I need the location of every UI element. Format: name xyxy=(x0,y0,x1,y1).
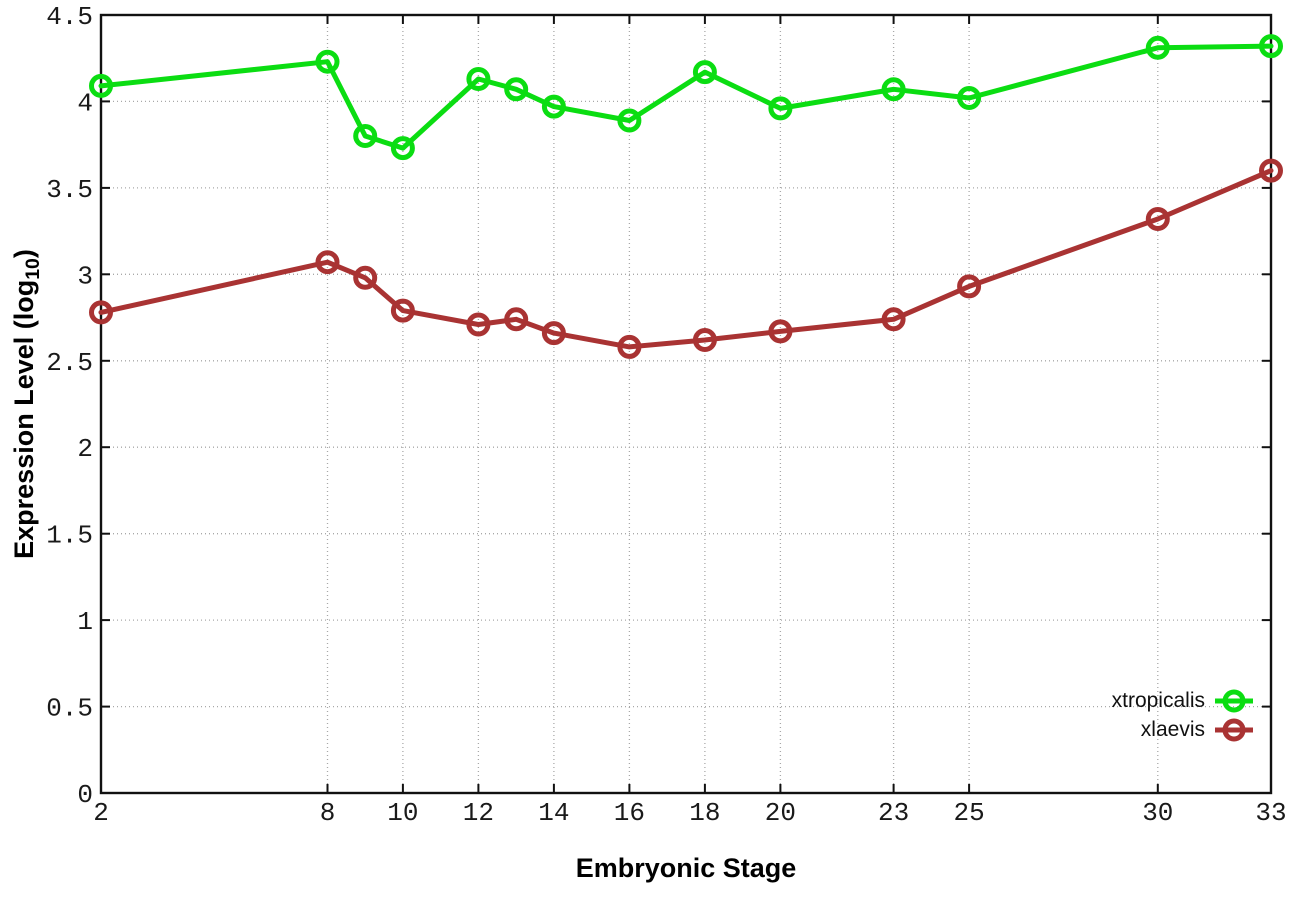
data-point-xtropicalis xyxy=(541,94,566,119)
data-point-xlaevis xyxy=(353,265,378,290)
x-tick-label: 25 xyxy=(953,798,984,828)
data-point-xtropicalis xyxy=(1145,35,1170,60)
x-tick-label: 12 xyxy=(463,798,494,828)
x-tick-label: 8 xyxy=(320,798,336,828)
data-point-xlaevis xyxy=(89,300,113,325)
x-tick-label: 30 xyxy=(1142,798,1173,828)
data-point-xtropicalis xyxy=(315,49,340,74)
data-point-xtropicalis xyxy=(768,96,793,121)
data-point-xlaevis xyxy=(617,334,642,359)
y-tick-label: 1.5 xyxy=(46,521,93,551)
x-tick-label: 20 xyxy=(765,798,796,828)
x-tick-labels: 2 8 10 12 14 16 18 20 23 25 30 33 xyxy=(93,798,1286,828)
data-point-xlaevis xyxy=(768,319,793,344)
legend-label-xlaevis: xlaevis xyxy=(1140,718,1205,741)
legend-label-xtropicalis: xtropicalis xyxy=(1111,689,1205,712)
data-point-xtropicalis xyxy=(1259,34,1283,59)
data-point-xtropicalis xyxy=(466,67,491,91)
data-point-xtropicalis xyxy=(353,124,378,148)
plot-border xyxy=(99,13,1273,795)
series-xlaevis xyxy=(89,158,1283,359)
data-point-xtropicalis xyxy=(390,136,415,161)
y-tick-label: 3 xyxy=(77,261,93,291)
series-xtropicalis xyxy=(89,34,1283,161)
legend: xtropicalis xlaevis xyxy=(1112,687,1254,743)
data-point-xtropicalis xyxy=(957,86,982,110)
y-axis-title-close: ) xyxy=(8,249,39,259)
x-tick-label: 2 xyxy=(93,798,109,828)
x-tick-label: 18 xyxy=(689,798,720,828)
legend-marker-xtropicalis xyxy=(1215,689,1253,712)
y-tick-label: 4 xyxy=(77,88,93,118)
data-point-xlaevis xyxy=(1145,207,1170,231)
x-tick-label: 10 xyxy=(387,798,418,828)
series-line-xtropicalis xyxy=(98,43,1274,151)
data-point-xtropicalis xyxy=(881,77,906,102)
y-tick-label: 0.5 xyxy=(46,694,93,724)
y-axis-title: Expression Level (log10) xyxy=(9,249,45,559)
x-tick-label: 23 xyxy=(878,798,909,828)
data-point-xlaevis xyxy=(957,274,982,299)
data-point-xlaevis xyxy=(315,250,340,275)
legend-item-xlaevis: xlaevis xyxy=(1141,716,1254,743)
data-point-xtropicalis xyxy=(504,77,529,102)
y-tick-label: 2 xyxy=(77,434,93,464)
data-point-xlaevis xyxy=(504,307,529,332)
axis-ticks xyxy=(100,14,1272,794)
y-tick-label: 4.5 xyxy=(46,2,93,32)
data-point-xtropicalis xyxy=(617,108,642,133)
y-tick-label: 3.5 xyxy=(46,175,93,205)
data-point-xlaevis xyxy=(390,298,415,323)
x-tick-label: 14 xyxy=(538,798,569,828)
data-point-xlaevis xyxy=(692,328,717,352)
grid xyxy=(101,15,1271,793)
x-tick-label: 16 xyxy=(614,798,645,828)
data-point-xtropicalis xyxy=(89,73,113,98)
x-axis-title: Embryonic Stage xyxy=(575,853,797,883)
data-point-xlaevis xyxy=(1259,158,1283,183)
y-axis-title-text: Expression Level (log xyxy=(8,279,39,559)
x-tick-label: 33 xyxy=(1255,798,1286,828)
y-tick-label: 2.5 xyxy=(46,348,93,378)
series-line-xlaevis xyxy=(98,168,1274,350)
data-point-xlaevis xyxy=(541,321,566,346)
legend-marker-xlaevis xyxy=(1215,718,1253,741)
y-tick-label: 0 xyxy=(77,780,93,810)
data-point-xlaevis xyxy=(881,307,906,332)
y-tick-labels: 0 0.5 1 1.5 2 2.5 3 3.5 4 4.5 xyxy=(46,2,93,810)
y-tick-label: 1 xyxy=(77,607,93,637)
y-axis-title-subscript: 10 xyxy=(22,258,45,280)
data-point-xlaevis xyxy=(466,312,491,337)
legend-item-xtropicalis: xtropicalis xyxy=(1112,687,1254,714)
data-point-xtropicalis xyxy=(692,60,717,85)
